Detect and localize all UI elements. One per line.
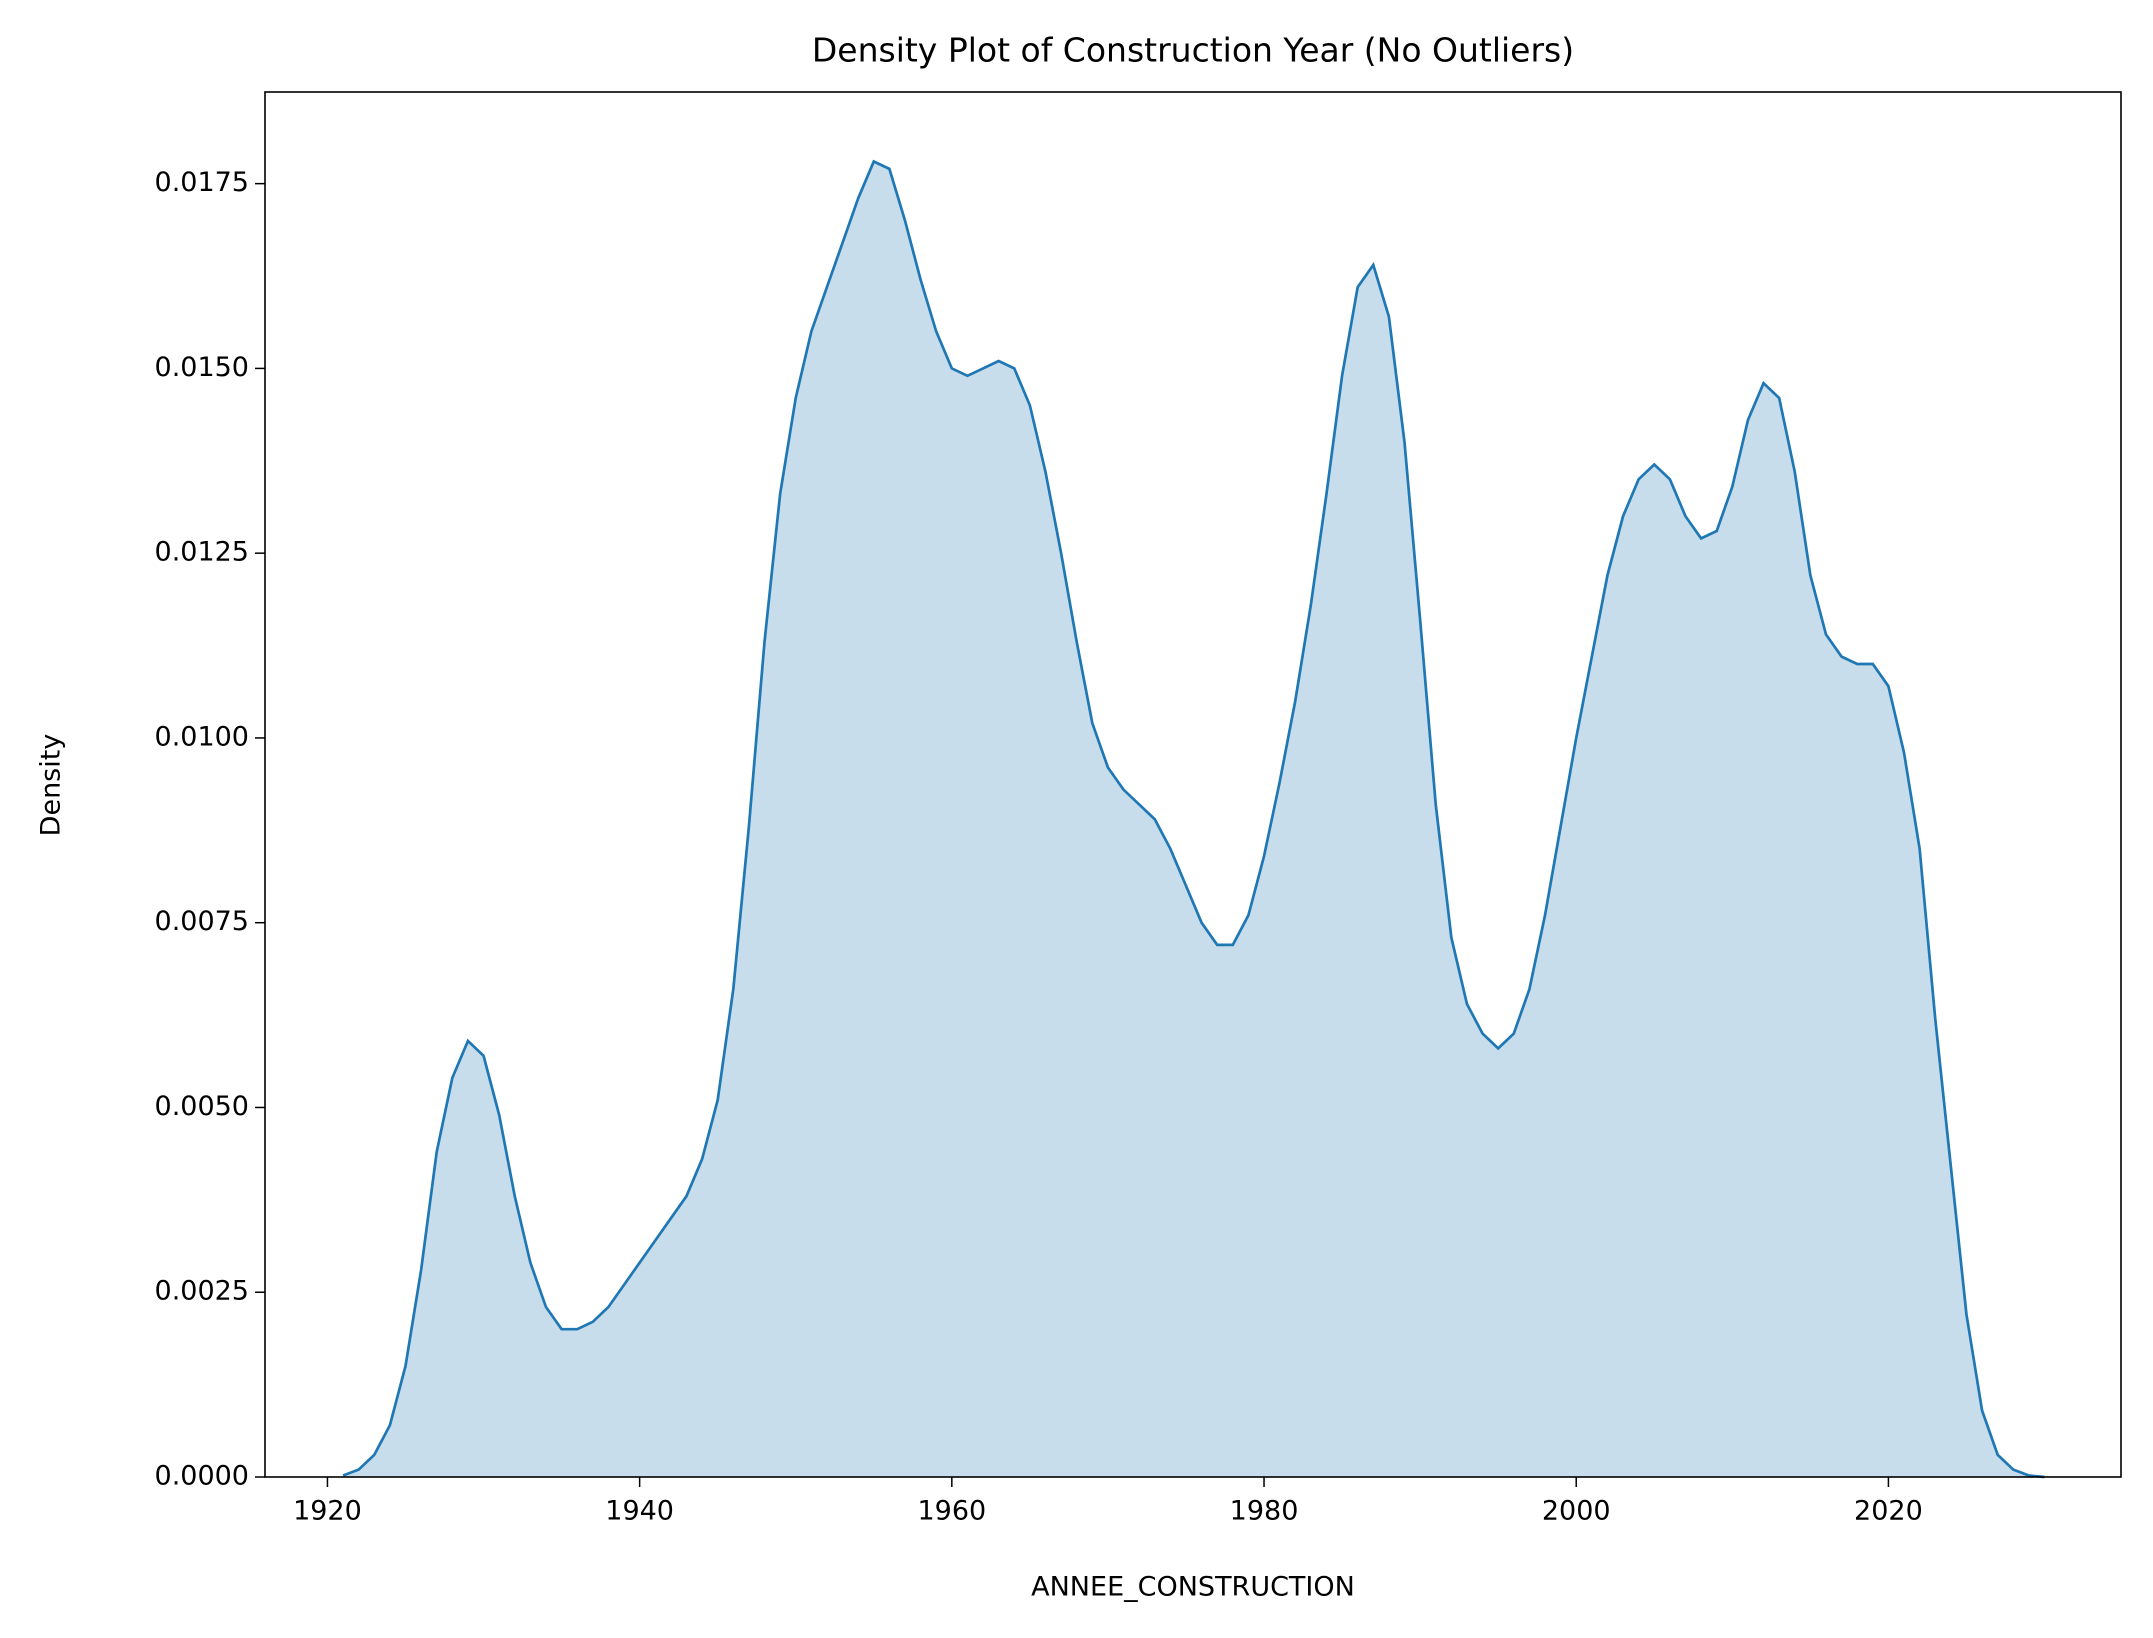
density-line (342, 159, 2045, 1479)
x-tick-label: 2000 (1542, 1496, 1611, 1527)
chart-title: Density Plot of Construction Year (No Ou… (812, 31, 1574, 70)
y-tick-label: 0.0125 (155, 537, 249, 568)
x-tick-label: 2020 (1854, 1496, 1923, 1527)
x-tick-label: 1960 (917, 1496, 986, 1527)
x-tick-label: 1980 (1230, 1496, 1299, 1527)
y-axis-label: Density (36, 734, 67, 837)
y-tick-label: 0.0050 (155, 1091, 249, 1122)
x-tick-label: 1940 (605, 1496, 674, 1527)
y-tick-label: 0.0100 (155, 721, 249, 752)
plot-frame (264, 91, 2122, 1478)
x-tick-label: 1920 (293, 1496, 362, 1527)
y-tick-label: 0.0175 (155, 167, 249, 198)
y-tick-label: 0.0025 (155, 1276, 249, 1307)
x-axis-label: ANNEE_CONSTRUCTION (1031, 1572, 1355, 1603)
y-tick-label: 0.0150 (155, 352, 249, 383)
y-tick-label: 0.0000 (155, 1461, 249, 1492)
y-tick-label: 0.0075 (155, 906, 249, 937)
density-area (343, 161, 2045, 1478)
